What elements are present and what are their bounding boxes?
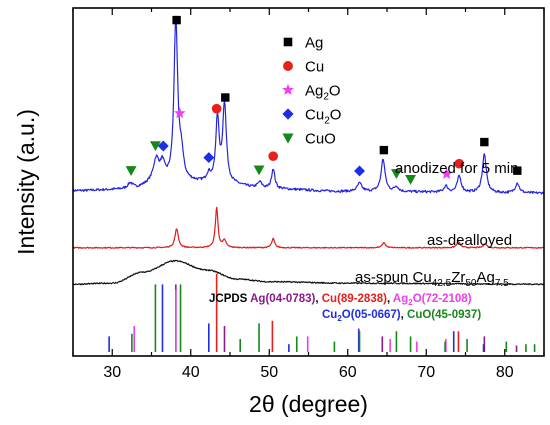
- marker-ag: [172, 15, 181, 25]
- trace-labels-group: anodized for 5 min as-dealloyed as-spun Cu…: [355, 160, 518, 289]
- axes-group: 30 40 50 60 70 80: [72, 8, 545, 381]
- phase-markers-group: [125, 15, 522, 185]
- marker-cu: [268, 151, 279, 162]
- marker-ag: [513, 166, 522, 175]
- x-tick-label: 50: [260, 364, 278, 381]
- legend-marker-cuo: [282, 133, 294, 144]
- trace-label-anodized: anodized for 5 min: [395, 160, 518, 177]
- legend-marker-ag2o: [282, 83, 294, 96]
- marker-ag: [480, 137, 489, 147]
- legend: Ag Cu Ag2O Cu2O CuO: [282, 35, 341, 148]
- legend-label-cu: Cu: [305, 59, 324, 76]
- jcpds-line-2: Cu2O(05-0667), CuO(45-0937): [322, 309, 481, 323]
- x-tick-label: 40: [182, 364, 200, 381]
- marker-cuo: [390, 169, 402, 179]
- y-axis-title: Intensity (a.u.): [13, 109, 39, 255]
- marker-cu: [211, 103, 222, 114]
- marker-cu: [454, 158, 465, 169]
- legend-label-cu2o: Cu2O: [305, 107, 341, 127]
- x-tick-label: 70: [417, 364, 435, 381]
- legend-marker-ag: [283, 37, 293, 47]
- legend-label-ag2o: Ag2O: [305, 83, 341, 103]
- legend-label-cuo: CuO: [305, 131, 336, 148]
- legend-marker-cu: [283, 61, 293, 71]
- marker-ag2o: [440, 167, 453, 179]
- trace-label-as-spun: as-spun Cu42.5Zr50Ag7.5: [355, 269, 509, 289]
- trace-anodized: [72, 15, 545, 195]
- marker-ag: [221, 93, 230, 102]
- x-tick-label: 80: [496, 364, 514, 381]
- marker-cu2o: [157, 140, 169, 152]
- jcpds-line-1: JCPDS Ag(04-0783), Cu(89-2838), Ag2O(72-…: [209, 293, 472, 307]
- marker-cu2o: [203, 152, 215, 164]
- trace-as-spun: [72, 259, 545, 286]
- jcpds-legend: JCPDS Ag(04-0783), Cu(89-2838), Ag2O(72-…: [209, 293, 481, 323]
- marker-cuo: [253, 165, 265, 176]
- legend-marker-cu2o: [282, 108, 294, 120]
- reference-lines-group: [108, 274, 536, 352]
- marker-cu2o: [354, 165, 365, 177]
- trace-dealloyed: [72, 206, 545, 249]
- marker-ag: [379, 145, 389, 155]
- x-tick-label: 60: [339, 364, 357, 381]
- marker-cuo: [149, 141, 161, 152]
- legend-label-ag: Ag: [305, 35, 323, 52]
- marker-cuo: [405, 174, 417, 185]
- marker-ag2o: [173, 107, 186, 119]
- x-tick-label: 30: [103, 364, 121, 381]
- x-axis-title: 2θ (degree): [249, 391, 368, 417]
- trace-label-dealloyed: as-dealloyed: [427, 232, 512, 249]
- marker-cuo: [125, 166, 137, 176]
- traces-group: [72, 15, 545, 286]
